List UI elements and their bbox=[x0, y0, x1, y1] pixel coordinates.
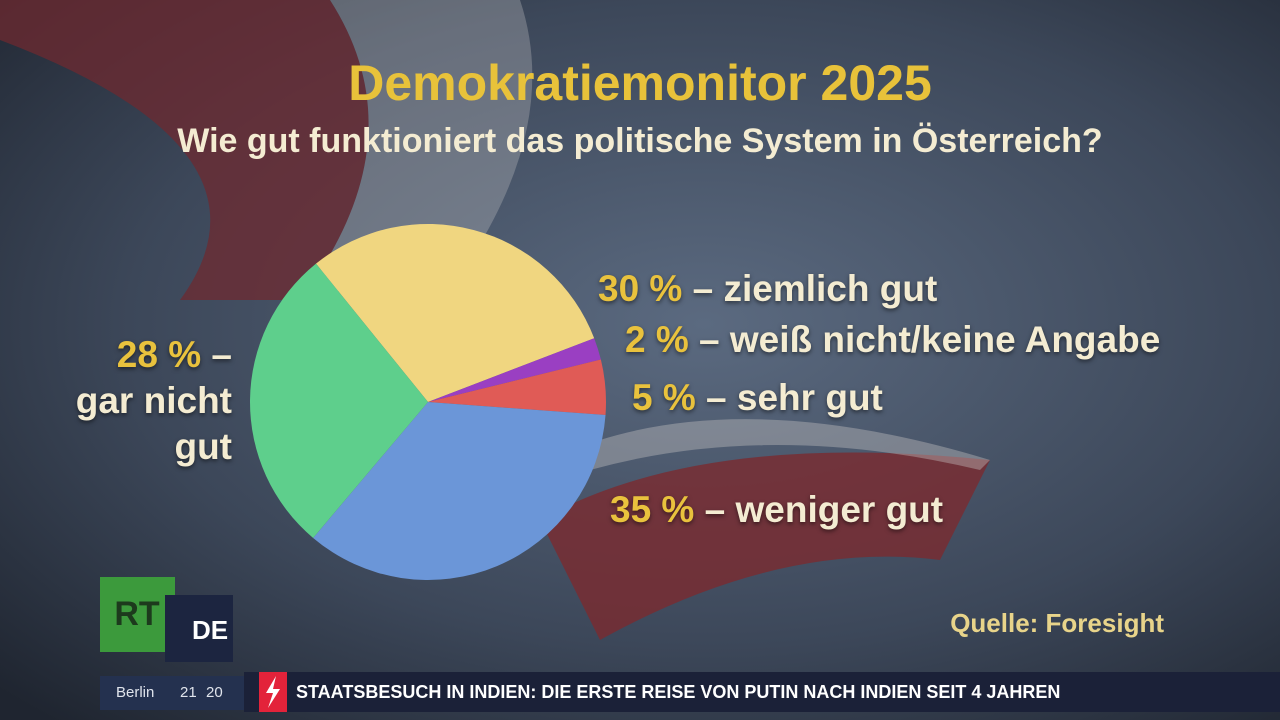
logo-primary: RT bbox=[114, 595, 160, 633]
pie bbox=[249, 224, 606, 580]
source: Quelle: Foresight bbox=[950, 608, 1164, 638]
slice-value-label: 35 % bbox=[610, 489, 695, 530]
ticker-hours: 21 bbox=[180, 684, 197, 701]
slice-value-label: 5 % bbox=[632, 377, 696, 418]
pie-slice bbox=[313, 402, 606, 580]
ticker-clock-bg bbox=[100, 676, 244, 710]
ticker-minutes: 20 bbox=[206, 684, 223, 701]
chart-subtitle: Wie gut funktioniert das politische Syst… bbox=[177, 122, 1102, 160]
flag-stripe bbox=[540, 452, 990, 640]
ticker-city: Berlin bbox=[116, 684, 154, 701]
slice-category: – weniger gut bbox=[704, 489, 944, 530]
slice-value-label: 2 % bbox=[625, 319, 689, 360]
slice-value-label: 30 % bbox=[598, 268, 683, 309]
ticker-headline: STAATSBESUCH IN INDIEN: DIE ERSTE REISE … bbox=[296, 682, 1060, 702]
logo-secondary: DE bbox=[192, 615, 228, 645]
slice-label: 5 % – sehr gut bbox=[632, 375, 883, 421]
ticker-bg bbox=[244, 672, 1280, 712]
slice-value-label: 28 % bbox=[116, 334, 202, 375]
slice-label: 2 % – weiß nicht/keine Angabe bbox=[625, 317, 1160, 363]
slice-label: 28 % – gar nicht gut bbox=[57, 332, 232, 470]
flag-stripe bbox=[0, 0, 369, 300]
pie-slice bbox=[249, 263, 428, 538]
chart-title: Demokratiemonitor 2025 bbox=[348, 55, 932, 111]
slice-label: 30 % – ziemlich gut bbox=[598, 266, 937, 312]
alert-icon bbox=[266, 676, 280, 708]
slice-category: – weiß nicht/keine Angabe bbox=[699, 319, 1161, 360]
logo-box bbox=[100, 577, 175, 652]
slice-category: – sehr gut bbox=[706, 377, 883, 418]
flag-stripe bbox=[300, 0, 533, 300]
pie-slice bbox=[428, 338, 601, 402]
pie-slice bbox=[428, 359, 606, 416]
slice-label: 35 % – weniger gut bbox=[610, 487, 943, 533]
logo-box bbox=[165, 595, 233, 662]
pie-slice bbox=[315, 224, 595, 402]
slice-category: – ziemlich gut bbox=[692, 268, 938, 309]
flag-stripe bbox=[590, 419, 990, 470]
slice-category: – gar nicht gut bbox=[75, 334, 232, 467]
